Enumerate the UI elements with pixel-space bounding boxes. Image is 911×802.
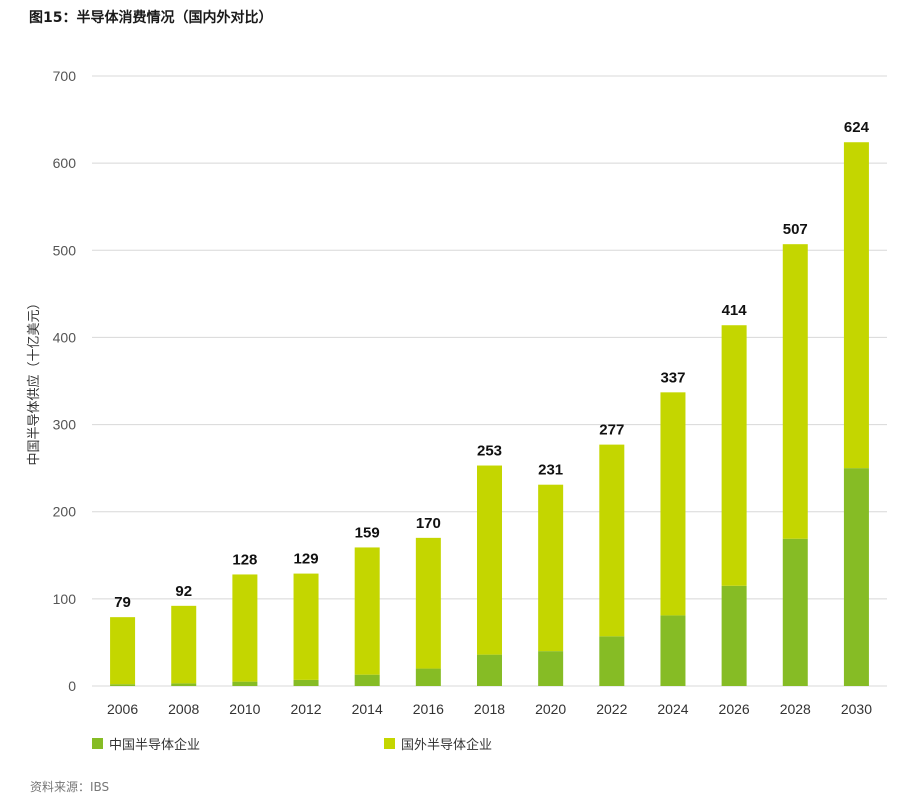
- bar-segment-foreign: [660, 392, 686, 616]
- bar-segment-china: [538, 651, 564, 686]
- bars: [110, 142, 869, 686]
- bar-segment-foreign: [477, 465, 502, 655]
- y-tick-label: 400: [53, 329, 77, 345]
- bar-segment-china: [354, 674, 380, 686]
- bar-segment-china: [110, 684, 136, 686]
- data-label-total: 129: [294, 551, 319, 568]
- x-tick-label: 2028: [780, 701, 811, 717]
- bar-segment-foreign: [843, 142, 869, 469]
- x-tick-label: 2008: [168, 701, 199, 717]
- y-tick-label: 500: [53, 242, 77, 258]
- y-axis-ticks: 0 100 200 300 400 500 600 700: [53, 68, 77, 694]
- bar-segment-foreign: [782, 244, 808, 539]
- x-tick-label: 2014: [352, 701, 383, 717]
- data-label-total: 231: [538, 462, 563, 479]
- bar-segment-china: [660, 615, 686, 686]
- data-label-total: 92: [175, 583, 192, 600]
- bar-segment-china: [721, 585, 747, 686]
- x-axis-ticks: 2006 2008 2010 2012 2014 2016 2018 2020 2022 2024…: [107, 701, 872, 717]
- legend-label-china: 中国半导体企业: [109, 738, 201, 753]
- bar-segment-china: [415, 668, 441, 686]
- bar-segment-china: [171, 683, 197, 686]
- x-tick-label: 2018: [474, 701, 505, 717]
- bar-segment-china: [782, 538, 808, 686]
- data-label-total: 507: [783, 221, 808, 238]
- x-tick-label: 2026: [719, 701, 750, 717]
- bar-segment-foreign: [171, 605, 197, 684]
- legend-label-foreign: 国外半导体企业: [401, 738, 493, 753]
- x-tick-label: 2030: [841, 701, 872, 717]
- y-tick-label: 0: [68, 678, 76, 694]
- data-label-total: 253: [477, 443, 502, 460]
- bar-segment-china: [599, 636, 625, 686]
- data-labels: 79 92 128 129 159 170 253 231 277 337 414 507 624: [114, 119, 869, 611]
- data-label-total: 79: [114, 594, 131, 611]
- x-tick-label: 2020: [535, 701, 566, 717]
- data-label-total: 170: [416, 515, 441, 532]
- bar-segment-foreign: [232, 574, 258, 682]
- y-axis-label: 中国半导体供应（十亿美元）: [26, 296, 42, 465]
- bar-segment-china: [232, 681, 258, 686]
- legend-swatch-china: [92, 738, 103, 749]
- y-tick-label: 700: [53, 68, 77, 84]
- data-label-total: 337: [660, 369, 685, 386]
- bar-segment-foreign: [538, 484, 564, 652]
- legend-item-foreign: 国外半导体企业: [384, 734, 492, 753]
- x-tick-label: 2012: [290, 701, 321, 717]
- x-tick-label: 2006: [107, 701, 138, 717]
- source-note: 资料来源：IBS: [30, 780, 110, 794]
- y-tick-label: 300: [53, 417, 77, 433]
- bar-segment-foreign: [110, 617, 136, 685]
- x-tick-label: 2010: [229, 701, 260, 717]
- bar-segment-foreign: [415, 537, 441, 669]
- bar-segment-foreign: [293, 573, 319, 680]
- y-tick-label: 100: [53, 591, 77, 607]
- bar-segment-china: [293, 679, 319, 686]
- legend-swatch-foreign: [384, 738, 395, 749]
- bar-segment-china: [843, 468, 869, 686]
- bar-segment-foreign: [354, 547, 380, 675]
- chart-title: 图15：半导体消费情况（国内外对比）: [29, 10, 273, 26]
- data-label-total: 159: [355, 524, 380, 541]
- y-tick-label: 600: [53, 155, 77, 171]
- x-tick-label: 2022: [596, 701, 627, 717]
- x-tick-label: 2024: [657, 701, 688, 717]
- data-label-total: 414: [722, 302, 748, 319]
- y-tick-label: 200: [53, 504, 77, 520]
- data-label-total: 624: [844, 119, 870, 136]
- bar-segment-foreign: [599, 444, 625, 637]
- bar-segment-china: [477, 654, 502, 686]
- data-label-total: 128: [232, 551, 257, 568]
- data-label-total: 277: [599, 422, 624, 439]
- x-tick-label: 2016: [413, 701, 444, 717]
- bar-segment-foreign: [721, 325, 747, 586]
- legend-item-china: 中国半导体企业: [92, 734, 200, 753]
